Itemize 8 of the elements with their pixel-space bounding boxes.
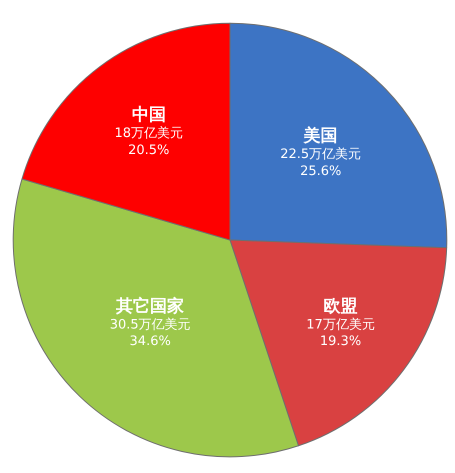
slice-label: 美国 [302, 126, 338, 146]
data-label: 18万亿美元 20.5% [114, 125, 184, 158]
slice-label: 其它国家 [115, 296, 184, 316]
data-label: 17万亿美元 19.3% [306, 316, 375, 350]
slice-label: 中国 [132, 105, 166, 126]
data-label: 30.5万亿美元 34.6% [110, 316, 191, 350]
slice-label: 欧盟 [324, 296, 358, 316]
data-label: 22.5万亿美元 25.6% [280, 146, 362, 179]
